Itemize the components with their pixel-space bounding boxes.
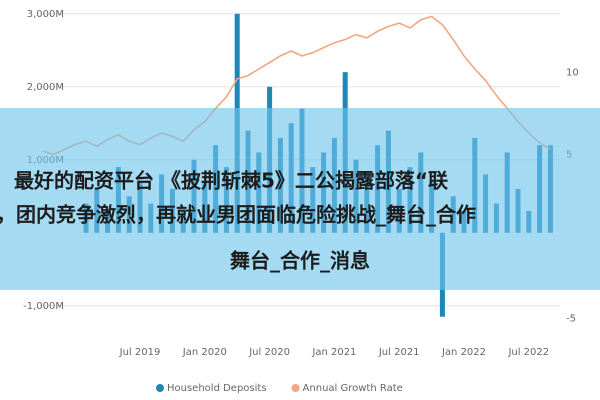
y2-tick-label: 10: [566, 67, 579, 78]
legend-label: Annual Growth Rate: [303, 383, 403, 394]
overlay-banner: [0, 108, 600, 290]
legend-label: Household Deposits: [167, 383, 267, 394]
y-tick-label: -1,000M: [23, 301, 64, 312]
y-tick-label: 3,000M: [27, 9, 64, 20]
y-tick-label: 2,000M: [27, 82, 64, 93]
legend-marker: [156, 384, 164, 392]
overlay-text: ，团内竞争激烈，再就业男团面临危险挑战_舞台_合作: [0, 203, 476, 227]
x-tick-label: Jul 2021: [378, 347, 420, 358]
x-tick-label: Jan 2021: [311, 347, 356, 358]
y2-tick-label: -5: [566, 314, 576, 325]
x-tick-label: Jul 2022: [507, 347, 549, 358]
x-tick-label: Jul 2019: [119, 347, 161, 358]
overlay-text: 最好的配资平台 《披荆斩棘5》二公揭露部落“联: [14, 169, 448, 193]
x-tick-label: Jan 2022: [441, 347, 486, 358]
x-tick-label: Jul 2020: [248, 347, 290, 358]
legend-marker: [291, 384, 300, 392]
x-tick-label: Jan 2020: [182, 347, 227, 358]
overlay-text: 舞台_合作_消息: [230, 249, 370, 273]
